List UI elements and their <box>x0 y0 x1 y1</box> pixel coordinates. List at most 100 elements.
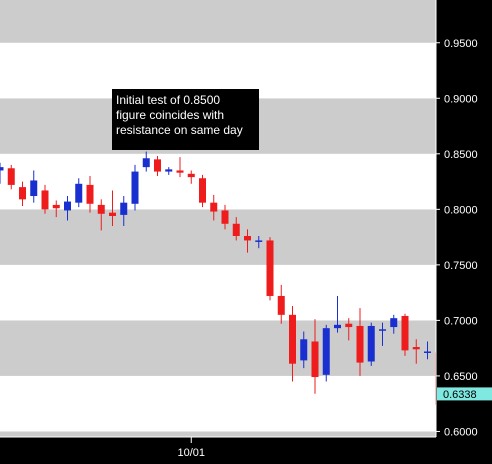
candle-body-31 <box>345 323 353 328</box>
candle-body-24 <box>266 240 274 296</box>
candle-body-27 <box>300 339 308 361</box>
grid-band-5 <box>0 153 436 210</box>
y-tick-label-2: 0.8500 <box>444 149 478 161</box>
candle-body-2 <box>19 187 26 200</box>
y-tick-label-7: 0.6000 <box>444 426 478 438</box>
candle-2 <box>19 181 26 207</box>
current-price-marker: 0.6338 <box>437 387 492 401</box>
candle-22 <box>244 229 251 253</box>
y-tick-label-3: 0.8000 <box>444 204 478 216</box>
annotation-line-1: Initial test of 0.8500 <box>116 93 220 107</box>
x-axis-ticks: 10/01 <box>177 437 205 459</box>
candle-27 <box>300 331 308 369</box>
y-tick-label-5: 0.7000 <box>444 315 478 327</box>
current-price-label: 0.6338 <box>443 389 477 401</box>
candle-37 <box>412 339 420 364</box>
candle-21 <box>232 217 240 241</box>
x-axis-panel <box>0 437 436 464</box>
y-tick-label-4: 0.7500 <box>444 260 478 272</box>
candle-body-28 <box>311 341 319 378</box>
candle-body-10 <box>109 212 116 217</box>
candle-34 <box>379 322 386 346</box>
candle-body-8 <box>86 184 94 204</box>
annotation-line-2: figure coincides with <box>116 108 224 122</box>
candle-body-5 <box>52 204 60 209</box>
candle-body-30 <box>334 324 341 329</box>
candle-12 <box>131 164 139 211</box>
x-tick-label-0: 10/01 <box>177 447 205 459</box>
candle-26 <box>289 305 296 382</box>
current-price-box <box>437 387 492 401</box>
candle-body-17 <box>187 173 195 178</box>
grid-band-8 <box>0 0 436 43</box>
candle-24 <box>266 237 274 301</box>
candle-body-1 <box>7 168 15 185</box>
candle-body-13 <box>142 158 150 168</box>
candle-body-7 <box>75 183 83 203</box>
candle-29 <box>322 324 330 382</box>
candle-body-18 <box>199 178 206 203</box>
y-tick-label-1: 0.9000 <box>444 93 478 105</box>
candle-body-19 <box>210 202 218 212</box>
candle-body-6 <box>64 201 71 211</box>
candle-9 <box>97 199 105 231</box>
candle-body-29 <box>322 328 330 375</box>
candle-body-15 <box>165 169 173 172</box>
candle-body-23 <box>255 240 263 242</box>
candle-19 <box>210 194 218 221</box>
candle-body-25 <box>277 295 285 315</box>
candle-25 <box>277 284 285 324</box>
candle-23 <box>255 235 263 249</box>
y-tick-label-6: 0.6500 <box>444 371 478 383</box>
candle-body-32 <box>356 325 364 363</box>
candle-body-34 <box>379 329 386 331</box>
grid-band-0 <box>0 431 436 437</box>
grid-band-4 <box>0 209 436 265</box>
candle-15 <box>165 167 173 175</box>
grid-band-3 <box>0 264 436 321</box>
candle-3 <box>30 170 38 203</box>
candle-body-20 <box>221 210 229 224</box>
candle-33 <box>367 322 375 366</box>
candle-20 <box>221 204 229 230</box>
candle-11 <box>120 196 128 226</box>
candle-body-16 <box>176 170 184 173</box>
candle-30 <box>334 295 341 333</box>
candle-32 <box>356 308 364 376</box>
candle-body-11 <box>120 202 128 215</box>
candle-body-21 <box>232 223 240 236</box>
grid-bands <box>0 0 436 437</box>
candle-body-26 <box>289 314 296 364</box>
candle-body-22 <box>244 235 251 241</box>
candle-body-37 <box>412 347 420 350</box>
candle-body-3 <box>30 180 38 197</box>
candle-6 <box>64 196 71 221</box>
candle-8 <box>86 176 94 213</box>
candle-10 <box>109 190 116 226</box>
y-tick-label-0: 0.9500 <box>444 38 478 50</box>
candle-body-38 <box>424 351 431 353</box>
candle-38 <box>424 341 431 360</box>
candle-body-0 <box>0 167 4 171</box>
candle-body-33 <box>367 325 375 362</box>
candle-18 <box>199 174 206 208</box>
annotation-box <box>112 89 259 150</box>
candle-5 <box>52 200 60 218</box>
candle-body-35 <box>390 318 398 328</box>
candle-31 <box>345 318 353 341</box>
candle-0 <box>0 162 4 184</box>
candle-35 <box>390 314 398 334</box>
candle-13 <box>142 151 150 172</box>
y-axis-ticks: 0.9500 0.9000 0.8500 0.8000 0.7500 0.7000 0.65… <box>436 38 478 438</box>
annotation: Initial test of 0.8500 figure coincides … <box>112 89 259 150</box>
candle-body-9 <box>97 204 105 214</box>
candle-body-36 <box>401 315 409 351</box>
candle-4 <box>41 184 49 214</box>
y-axis-panel <box>436 0 492 464</box>
annotation-line-3: resistance on same day <box>116 123 243 137</box>
candle-28 <box>311 319 319 394</box>
candle-body-14 <box>154 159 161 172</box>
candle-36 <box>401 313 409 356</box>
candle-14 <box>154 156 161 177</box>
